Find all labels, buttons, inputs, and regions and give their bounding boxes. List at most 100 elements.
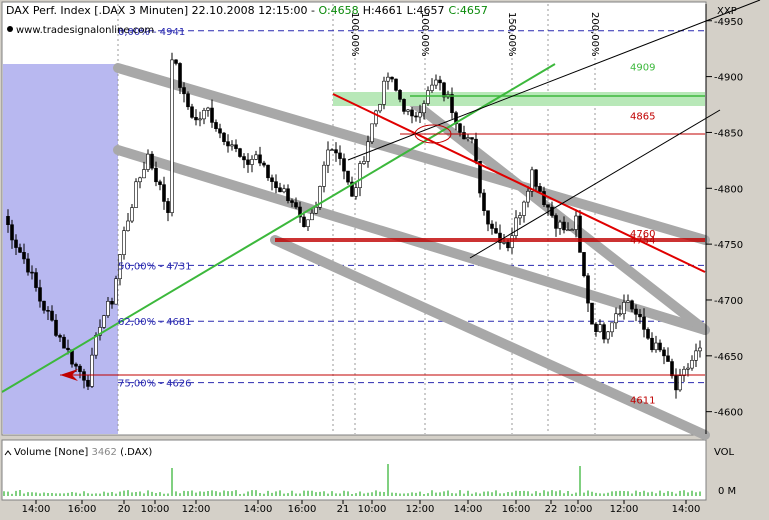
candle-body	[30, 271, 34, 274]
candle-body	[82, 371, 86, 381]
x-tick-label: 21	[337, 504, 350, 515]
website-label: www.tradesignalonline.com	[16, 25, 154, 36]
candle-body	[314, 207, 318, 214]
candle-body	[150, 153, 154, 169]
candle-body	[450, 94, 454, 113]
black-trendline-2	[469, 109, 721, 259]
candle-body	[482, 192, 486, 212]
candle-body	[514, 217, 518, 236]
candle-body	[526, 190, 530, 203]
volume-label-text: Volume [None]	[14, 447, 91, 458]
candle-body	[406, 109, 410, 112]
candle-body	[562, 221, 566, 231]
x-tick-label: 14:00	[244, 504, 273, 515]
candle-body	[662, 349, 666, 357]
candle-body	[678, 375, 682, 391]
candle-body	[142, 169, 146, 179]
candle-body	[302, 216, 306, 227]
candle-body	[242, 156, 246, 161]
volume-value: 3462	[91, 447, 116, 458]
candle-body	[190, 106, 194, 118]
candle-body	[66, 347, 70, 351]
volume-pane	[1, 439, 707, 501]
website-bullet-icon	[7, 26, 13, 32]
volume-label: Volume [None] 3462 (.DAX)	[14, 447, 152, 458]
candle-body	[110, 301, 114, 305]
y-tick-label: -4800	[714, 184, 743, 195]
candle-body	[114, 278, 118, 305]
candle-body	[670, 361, 674, 377]
low-value: L:4657	[407, 4, 445, 17]
y-axis: -4950 -4900 -4850 -4800 -4750 -4700 -4650 -4600	[705, 4, 743, 434]
candle-body	[94, 335, 98, 356]
candle-body	[90, 354, 94, 387]
candle-body	[466, 137, 470, 140]
candle-body	[230, 144, 234, 147]
y-tick-label: -4750	[714, 240, 743, 251]
y-tick-label: -4950	[714, 17, 743, 28]
red-trendline	[332, 93, 706, 273]
candle-body	[278, 187, 282, 193]
fib-label-f75: 75,00% - 4626	[118, 379, 192, 390]
candle-body	[566, 229, 570, 232]
candle-body	[486, 210, 490, 225]
candle-body	[698, 347, 702, 352]
candle-body	[162, 184, 166, 202]
candle-body	[574, 215, 578, 230]
candle-body	[102, 315, 106, 328]
candle-body	[254, 154, 258, 160]
candle-body	[462, 132, 466, 140]
candle-body	[542, 191, 546, 205]
candle-body	[290, 200, 294, 203]
candle-body	[382, 80, 386, 105]
candle-body	[610, 322, 614, 333]
candle-body	[474, 138, 478, 162]
candle-body	[38, 287, 42, 302]
level-label-l4611: 4611	[630, 395, 655, 406]
candle-body	[166, 201, 170, 213]
candle-body	[42, 300, 46, 311]
x-tick-label: 12:00	[610, 504, 639, 515]
candle-body	[534, 169, 538, 187]
candle-body	[342, 158, 346, 172]
candle-body	[318, 186, 322, 208]
candle-body	[626, 300, 630, 303]
candle-body	[458, 123, 462, 133]
level-label-l4754: 4754	[630, 236, 655, 247]
chart-title: DAX Perf. Index [.DAX 3 Minuten] 22.10.2…	[6, 4, 488, 17]
candle-body	[198, 118, 202, 121]
candle-body	[546, 204, 550, 208]
candle-body	[14, 239, 18, 248]
candle-body	[74, 363, 78, 367]
candle-body	[538, 186, 542, 192]
candle-body	[494, 228, 498, 234]
candle-body	[598, 324, 602, 333]
candle-body	[634, 308, 638, 315]
x-tick-label: 14:00	[672, 504, 701, 515]
candle-body	[522, 201, 526, 216]
candle-body	[234, 144, 238, 149]
candle-body	[250, 159, 254, 165]
candle-body	[294, 202, 298, 208]
arrow-icon	[60, 369, 78, 381]
open-value: O:4658	[319, 4, 359, 17]
candle-body	[78, 365, 82, 372]
candle-body	[390, 76, 394, 80]
candle-body	[106, 301, 110, 316]
x-tick-label: 12:00	[406, 504, 435, 515]
candle-body	[266, 164, 270, 179]
x-tick-label: 10:00	[141, 504, 170, 515]
marker-ellipse	[414, 124, 452, 144]
candle-body	[138, 177, 142, 183]
x-tick-label: 10:00	[358, 504, 387, 515]
candle-body	[170, 59, 174, 213]
candle-body	[426, 90, 430, 104]
level-label-l4865: 4865	[630, 112, 655, 123]
candle-body	[34, 272, 38, 288]
candle-body	[650, 337, 654, 351]
candle-body	[210, 107, 214, 123]
green-trendline	[1, 63, 556, 393]
x-tick-label: 14:00	[22, 504, 51, 515]
